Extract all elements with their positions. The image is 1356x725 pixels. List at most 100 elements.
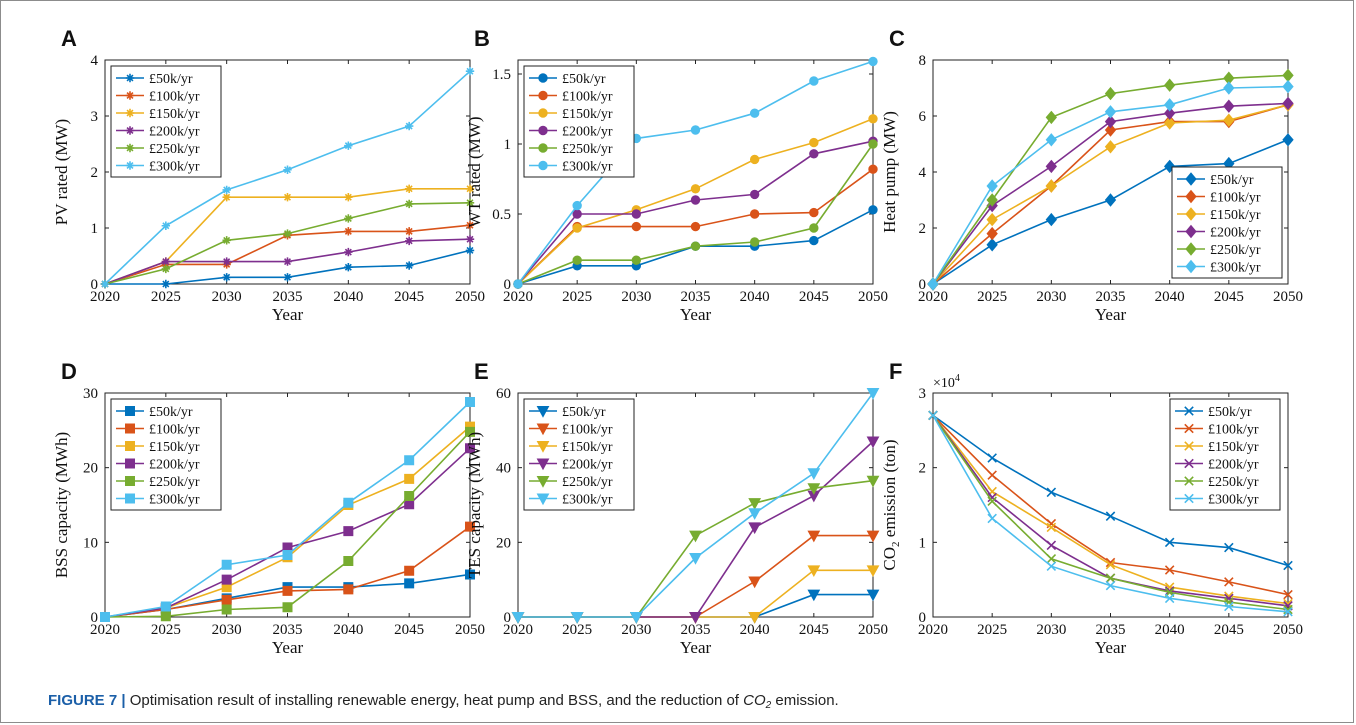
y-tick-label: 2 (919, 461, 927, 477)
legend-entry: £150k/yr (562, 107, 613, 122)
series-6 (928, 410, 1293, 617)
legend-entry: £250k/yr (149, 142, 200, 157)
data-point (748, 612, 762, 624)
data-point (1224, 601, 1234, 612)
data-point (807, 530, 821, 543)
legend-entry: £50k/yr (149, 405, 193, 420)
data-point (868, 139, 878, 149)
y-axis-label: Heat pump (MW) (880, 111, 899, 233)
data-point (1223, 81, 1235, 95)
y-tick-label: 30 (83, 386, 98, 402)
y-tick-label: 3 (919, 386, 927, 402)
data-point (1164, 565, 1175, 575)
legend-entry: £100k/yr (1210, 191, 1261, 206)
legend-marker (125, 108, 135, 118)
x-tick-label: 2050 (1273, 622, 1303, 638)
data-point (283, 257, 292, 266)
series-6 (100, 396, 475, 622)
legend-entry: £150k/yr (149, 440, 200, 455)
data-point (404, 227, 414, 236)
data-point (1104, 123, 1117, 137)
panel-b: B 2020 2025 2030 2035 2040 2045 2050 0 0.5 1 1.5 Yea… (465, 26, 888, 324)
legend-entry: £300k/yr (1210, 261, 1261, 276)
data-point (866, 436, 880, 449)
x-tick-label: 2035 (273, 289, 303, 305)
series-1 (927, 133, 1294, 291)
legend-entry: £50k/yr (1208, 405, 1252, 420)
data-point (222, 257, 231, 266)
x-tick-label: 2025 (562, 289, 592, 305)
legend-marker (536, 493, 550, 506)
data-point (1045, 133, 1057, 147)
data-point (404, 236, 414, 246)
data-point (749, 154, 760, 165)
y-tick-label: 0 (91, 277, 99, 293)
x-tick-label: 2020 (90, 289, 120, 305)
x-tick-label: 2050 (455, 289, 485, 305)
data-point (1046, 553, 1057, 564)
legend: £50k/yr £100k/yr £150k/yr £200k/yr £250k/yr £… (110, 65, 222, 178)
panel-letter: A (61, 26, 77, 51)
x-tick-label: 2040 (333, 289, 363, 305)
x-tick-label: 2050 (858, 622, 888, 638)
x-tick-label: 2045 (1214, 289, 1244, 305)
legend: £50k/yr £100k/yr £150k/yr £200k/yr £250k/yr £… (1169, 398, 1281, 511)
legend-entry: £100k/yr (149, 423, 200, 438)
data-point (344, 214, 353, 223)
data-point (343, 497, 354, 508)
legend: £50k/yr £100k/yr £150k/yr £200k/yr £250k/yr £… (523, 65, 635, 178)
data-point (1164, 98, 1176, 112)
data-point (344, 263, 353, 272)
legend-entry: £100k/yr (149, 90, 200, 105)
data-point (868, 114, 878, 124)
data-point (807, 565, 821, 578)
data-point (1045, 110, 1057, 125)
data-point (465, 221, 475, 230)
legend-marker (125, 406, 135, 416)
legend-entry: £250k/yr (562, 142, 613, 157)
data-point (1105, 511, 1116, 521)
legend-entry: £200k/yr (149, 125, 200, 140)
legend-box (1171, 166, 1283, 279)
data-point (1046, 561, 1057, 571)
data-point (404, 199, 414, 209)
data-point (404, 184, 414, 193)
legend-entry: £50k/yr (562, 72, 606, 87)
legend-marker (1185, 207, 1197, 221)
data-point (1164, 593, 1175, 604)
data-point (1164, 586, 1175, 596)
data-point (807, 483, 821, 495)
legend-box (110, 398, 222, 511)
y-tick-label: 40 (496, 461, 511, 477)
series-5 (927, 68, 1294, 291)
y-tick-label: 4 (91, 53, 99, 69)
x-tick-label: 2020 (918, 289, 948, 305)
y-tick-label: 0 (91, 610, 99, 626)
series-line (518, 534, 873, 618)
x-tick-label: 2040 (1155, 622, 1185, 638)
series-6 (927, 79, 1294, 291)
data-point (1282, 79, 1294, 94)
legend-marker (125, 91, 135, 100)
data-point (465, 443, 475, 454)
legend-marker (125, 143, 135, 153)
caption-co: CO (743, 692, 766, 709)
data-point (807, 589, 821, 602)
data-point (1105, 580, 1116, 591)
y-tick-label: 2 (91, 165, 99, 181)
data-point (866, 565, 880, 578)
legend-marker (536, 423, 550, 436)
data-point (1104, 140, 1117, 154)
legend: £50k/yr £100k/yr £150k/yr £200k/yr £250k/yr £… (1171, 166, 1283, 279)
data-point (222, 185, 231, 195)
legend-entry: £300k/yr (562, 493, 613, 508)
data-point (404, 121, 414, 131)
data-point (807, 468, 821, 480)
data-point (1282, 96, 1294, 111)
data-point (465, 521, 475, 532)
series-2 (511, 530, 880, 624)
data-point (283, 273, 292, 282)
series-1 (928, 410, 1293, 571)
x-tick-label: 2025 (977, 289, 1007, 305)
data-point (1104, 105, 1117, 119)
